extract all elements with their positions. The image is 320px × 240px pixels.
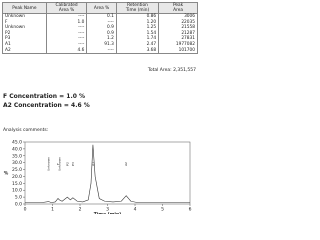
table-cell: 2.47 — [115, 41, 160, 48]
conc-label: F Concentration = — [3, 93, 65, 100]
table-row: P2 ---- 0.9 1.54 21287 — [2, 30, 198, 37]
y-tick-label: 40.0 — [12, 146, 22, 152]
table-cell: 0.9 — [86, 25, 117, 31]
table-cell: 1.2 — [86, 36, 117, 42]
trace — [25, 144, 190, 203]
peak-table: Peak Name Calibrated Area % Area % Retentio… — [2, 2, 198, 55]
peak-label: A2 — [124, 162, 128, 166]
y-tick-label: 15.0 — [12, 181, 22, 187]
table-cell: 22035 — [158, 19, 198, 26]
table-cell: 101700 — [158, 47, 198, 55]
column-header: Retention Time (min) — [115, 2, 160, 14]
concentration: F Concentration = 1.0 % — [3, 93, 85, 100]
column-header: Peak Area — [158, 2, 198, 14]
table-cell: P2 — [2, 30, 47, 37]
table-cell: 0.1 — [86, 13, 117, 20]
comments-label: Analysis comments: — [3, 128, 49, 133]
x-tick-label: 2 — [79, 207, 82, 213]
y-tick-label: 0.0 — [15, 202, 22, 208]
y-tick-label: 45.0 — [12, 140, 22, 146]
column-header: Peak Name — [2, 2, 47, 14]
plot-frame — [24, 141, 191, 205]
table-cell: 21558 — [158, 25, 198, 31]
y-tick-label: 25.0 — [12, 167, 22, 173]
total-area-value: 2,351,557 — [173, 68, 196, 73]
table-cell: 1.74 — [115, 36, 160, 42]
y-axis-label: % — [4, 171, 9, 177]
table-cell: P3 — [2, 36, 47, 42]
table-row: A1 ---- 91.3 2.47 1977082 — [2, 41, 198, 48]
concentration: A2 Concentration = 4.6 % — [3, 102, 90, 109]
column-header: Calibrated Area % — [45, 2, 88, 14]
column-header: Area % — [86, 2, 117, 14]
table-cell: 91.3 — [86, 41, 117, 48]
table-row: F 1.0 ---- 1.20 22035 — [2, 19, 198, 26]
table-row: A2 4.6 ---- 3.68 101700 — [2, 47, 198, 55]
table-row: Unknown ---- 0.9 1.25 21558 — [2, 25, 198, 31]
x-tick-label: 1 — [51, 207, 54, 213]
table-cell: Unknown — [2, 13, 47, 20]
table-cell: 1.54 — [115, 30, 160, 37]
table-cell: A2 — [2, 47, 47, 55]
table-cell: A1 — [2, 41, 47, 48]
table-cell: ---- — [86, 47, 117, 55]
peak-label: P2 — [65, 162, 69, 166]
y-tick-label: 30.0 — [12, 160, 22, 166]
y-tick-label: 20.0 — [12, 174, 22, 180]
peak-label: F — [56, 163, 60, 165]
y-tick-label: 10.0 — [12, 188, 22, 194]
x-tick-label: 5 — [161, 207, 164, 213]
table-cell: F — [2, 19, 47, 26]
conc-value: 4.6 % — [71, 102, 90, 109]
table-cell: 0.9 — [86, 30, 117, 37]
table-row: P3 ---- 1.2 1.74 27831 — [2, 36, 198, 42]
table-cell: Unknown — [2, 25, 47, 31]
peak-label: A1 — [91, 162, 95, 166]
y-tick-label: 35.0 — [12, 153, 22, 159]
table-cell: 0.86 — [115, 13, 160, 20]
peak-label: Unknown — [47, 157, 51, 171]
peak-label: P3 — [71, 162, 75, 166]
chromatogram: 0.05.010.015.020.025.030.035.040.045.0 0 1… — [4, 140, 192, 215]
table-cell: 3.68 — [115, 47, 160, 55]
table-row: Unknown ---- 0.1 0.86 3006 — [2, 13, 198, 20]
total-area: Total Area: 2,351,557 — [148, 68, 196, 73]
x-tick-label: 3 — [106, 207, 109, 213]
x-tick-label: 6 — [189, 207, 192, 213]
table-cell: 27831 — [158, 36, 198, 42]
conc-value: 1.0 % — [66, 93, 86, 100]
x-axis-label: Time (min) — [94, 212, 121, 215]
table-cell: 1.25 — [115, 25, 160, 31]
conc-label: A2 Concentration = — [3, 102, 69, 109]
table-cell: 1977082 — [158, 41, 198, 48]
table-cell: 1.20 — [115, 19, 160, 26]
y-tick-label: 5.0 — [15, 195, 22, 201]
x-tick-label: 0 — [24, 207, 27, 213]
table-cell: ---- — [86, 19, 117, 26]
table-cell: 21287 — [158, 30, 198, 37]
table-cell: 3006 — [158, 13, 198, 20]
table-cell: 4.6 — [45, 47, 88, 55]
peak-label: Unknown — [57, 157, 61, 171]
x-tick-label: 4 — [134, 207, 137, 213]
total-area-label: Total Area: — [147, 68, 172, 73]
report: Peak Name Calibrated Area % Area % Retentio… — [2, 2, 198, 215]
